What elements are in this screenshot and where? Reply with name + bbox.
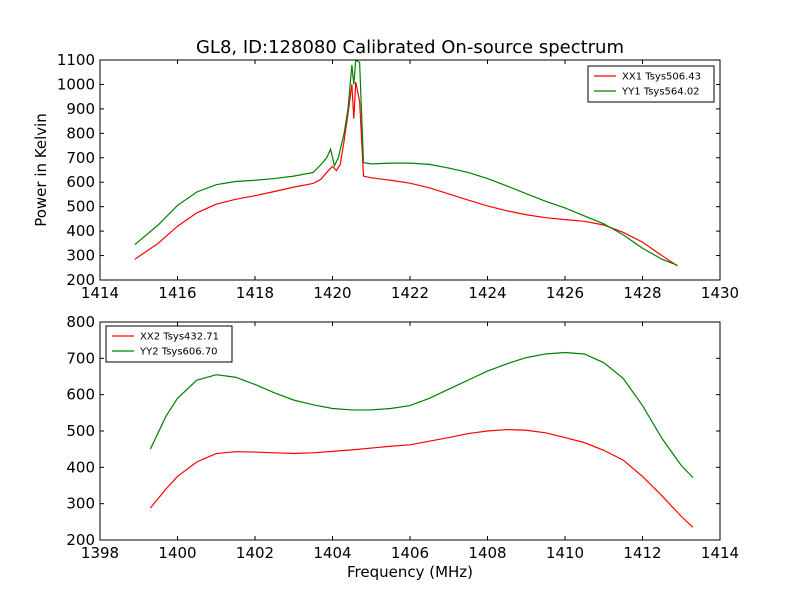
top-y-tick-label: 800: [66, 124, 95, 142]
top-y-tick-label: 700: [66, 149, 95, 167]
top-y-tick-label: 300: [66, 247, 95, 265]
top-series-line-2: [134, 60, 678, 266]
bottom-x-tick-label: 1410: [546, 544, 584, 562]
bottom-legend-label-2: YY2 Tsys606.70: [139, 347, 218, 358]
bottom-series-line-2: [149, 351, 694, 478]
top-legend-box: [587, 65, 715, 103]
bottom-y-tick-label: 700: [66, 349, 95, 367]
bottom-y-tick-label: 500: [66, 422, 95, 440]
bottom-x-axis-label: Frequency (MHz): [347, 563, 473, 581]
top-y-tick-label: 400: [66, 222, 95, 240]
bottom-x-tick-label: 1398: [81, 544, 119, 562]
top-y-tick-label: 500: [66, 198, 95, 216]
bottom-legend: XX2 Tsys432.71 YY2 Tsys606.70: [105, 325, 233, 363]
bottom-legend-box: [105, 325, 233, 363]
top-y-tick-label: 600: [66, 173, 95, 191]
bottom-x-tick-label: 1412: [623, 544, 661, 562]
top-x-tick-label: 1416: [158, 284, 196, 302]
top-x-tick-label: 1420: [313, 284, 351, 302]
bottom-x-tick-label: 1400: [158, 544, 196, 562]
chart-title: GL8, ID:128080 Calibrated On-source spec…: [196, 37, 624, 58]
top-y-tick-label: 200: [66, 271, 95, 289]
top-x-tick-label: 1430: [701, 284, 739, 302]
bottom-x-tick-label: 1408: [468, 544, 506, 562]
bottom-y-tick-label: 400: [66, 458, 95, 476]
top-y-tick-label: 1000: [57, 75, 95, 93]
top-y-axis-label: Power in Kelvin: [32, 113, 50, 227]
bottom-series-line-1: [149, 428, 694, 528]
top-chart-panel: GL8, ID:128080 Calibrated On-source spec…: [32, 37, 739, 302]
top-y-tick-label: 900: [66, 100, 95, 118]
bottom-y-tick-label: 200: [66, 531, 95, 549]
bottom-y-tick-label: 800: [66, 313, 95, 331]
bottom-x-tick-label: 1414: [701, 544, 739, 562]
bottom-chart-panel: Frequency (MHz) 1398 1400 1402 1404 1406 1408…: [66, 313, 739, 581]
bottom-x-tick-label: 1404: [313, 544, 351, 562]
top-x-tick-label: 1422: [391, 284, 429, 302]
top-y-tick-label: 1100: [57, 51, 95, 69]
bottom-y-tick-label: 600: [66, 386, 95, 404]
bottom-y-tick-label: 300: [66, 495, 95, 513]
top-series-line-1: [134, 81, 678, 267]
bottom-legend-label-1: XX2 Tsys432.71: [140, 332, 219, 343]
top-x-tick-label: 1428: [623, 284, 661, 302]
top-x-tick-label: 1426: [546, 284, 584, 302]
top-legend-label-2: YY1 Tsys564.02: [621, 87, 700, 98]
top-x-tick-label: 1414: [81, 284, 119, 302]
bottom-x-tick-label: 1406: [391, 544, 429, 562]
top-legend: XX1 Tsys506.43 YY1 Tsys564.02: [587, 65, 715, 103]
top-x-tick-label: 1418: [236, 284, 274, 302]
bottom-x-tick-label: 1402: [236, 544, 274, 562]
top-legend-label-1: XX1 Tsys506.43: [622, 72, 701, 83]
top-x-tick-label: 1424: [468, 284, 506, 302]
